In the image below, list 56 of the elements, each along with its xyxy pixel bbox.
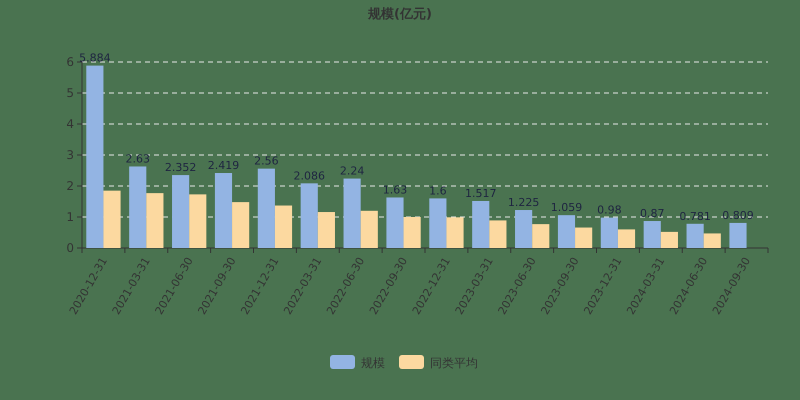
data-label: 1.6 bbox=[429, 184, 447, 198]
bar bbox=[472, 200, 490, 248]
bar bbox=[618, 229, 636, 248]
bar bbox=[318, 212, 335, 248]
chart-title: 规模(亿元) bbox=[367, 7, 432, 22]
bar bbox=[300, 183, 318, 248]
bar bbox=[386, 197, 404, 248]
bar bbox=[274, 206, 292, 248]
y-tick-label: 3 bbox=[66, 148, 74, 162]
data-label: 2.24 bbox=[340, 164, 364, 178]
bar bbox=[729, 222, 747, 248]
data-label: 2.56 bbox=[254, 154, 279, 168]
bar bbox=[146, 193, 164, 248]
bar bbox=[404, 217, 421, 248]
bar bbox=[258, 168, 275, 248]
y-tick-label: 5 bbox=[66, 86, 74, 100]
legend-label: 规模 bbox=[361, 356, 385, 370]
legend-label: 同类平均 bbox=[430, 356, 478, 370]
data-label: 2.63 bbox=[125, 152, 150, 166]
data-label: 1.517 bbox=[464, 186, 496, 200]
data-label: 1.059 bbox=[550, 201, 582, 214]
bar bbox=[515, 210, 532, 248]
bar bbox=[214, 173, 232, 248]
bar bbox=[344, 178, 361, 248]
bar bbox=[644, 221, 661, 248]
data-label: 1.225 bbox=[508, 196, 540, 210]
bar bbox=[429, 198, 446, 248]
y-tick-label: 0 bbox=[66, 241, 74, 255]
data-label: 2.086 bbox=[293, 169, 325, 182]
data-label: 2.352 bbox=[164, 161, 196, 174]
bar bbox=[660, 232, 678, 248]
y-tick-label: 2 bbox=[66, 179, 74, 193]
bar bbox=[704, 233, 721, 248]
y-tick-label: 4 bbox=[66, 117, 74, 131]
data-label: 0.781 bbox=[679, 210, 711, 223]
y-tick-label: 6 bbox=[66, 55, 74, 69]
bar bbox=[232, 202, 250, 248]
bar bbox=[189, 194, 206, 248]
bar bbox=[575, 228, 592, 248]
data-label: 2.419 bbox=[208, 159, 240, 172]
bar bbox=[600, 218, 618, 248]
y-tick-label: 1 bbox=[66, 210, 74, 224]
bar bbox=[686, 224, 704, 248]
bar bbox=[103, 190, 121, 248]
bar bbox=[558, 215, 576, 248]
data-label: 0.87 bbox=[640, 207, 664, 220]
bar bbox=[129, 166, 146, 248]
bar bbox=[360, 210, 378, 248]
data-label: 0.98 bbox=[597, 204, 622, 217]
bar bbox=[532, 224, 550, 248]
data-label: 5.884 bbox=[79, 52, 111, 65]
bar bbox=[489, 220, 506, 248]
bar bbox=[172, 175, 190, 248]
bar bbox=[446, 217, 464, 248]
bar bbox=[86, 66, 104, 248]
data-label: 1.63 bbox=[382, 183, 408, 196]
